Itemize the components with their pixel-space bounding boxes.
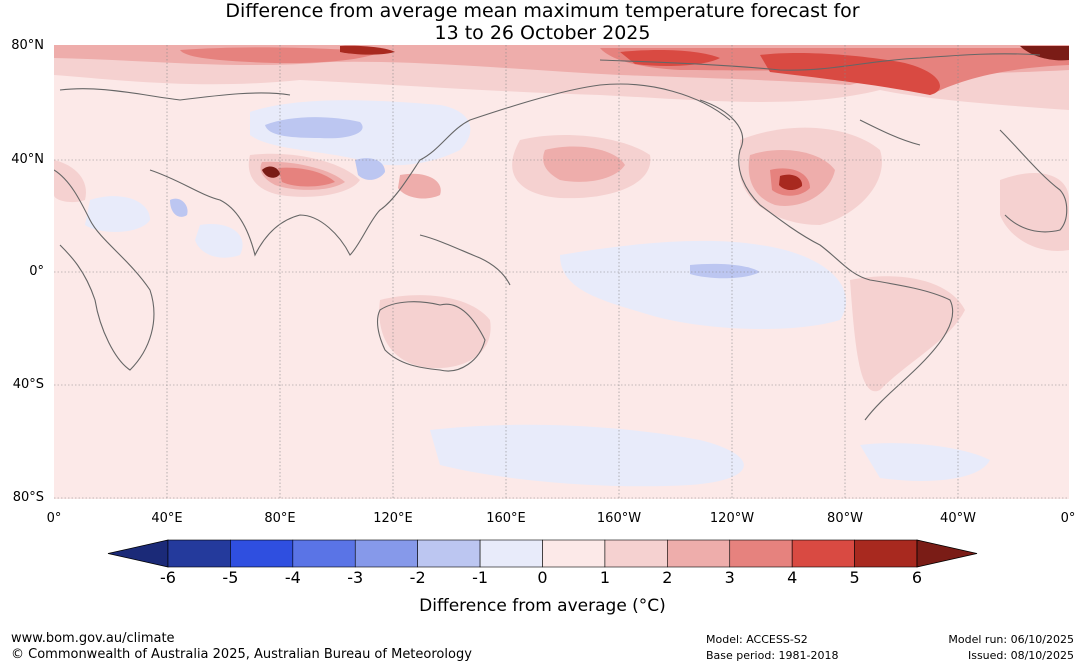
colorbar-tick-label: -5	[222, 568, 239, 587]
lon-label-0-west: 0°	[46, 511, 62, 526]
lon-label-80e: 80°E	[264, 511, 296, 526]
lon-label-120w: 120°W	[709, 511, 755, 526]
colorbar-segment	[729, 539, 793, 568]
lon-label-80w: 80°W	[827, 511, 863, 526]
colorbar-tick-label: 4	[787, 568, 798, 587]
cool-anomaly-pacific	[560, 240, 847, 330]
warm-anomaly-arctic-core	[600, 48, 1069, 95]
colorbar-segment	[479, 539, 543, 568]
colorbar-segment	[604, 539, 668, 568]
lon-label-40w: 40°W	[940, 511, 976, 526]
cool-anomaly-china	[355, 158, 385, 180]
colorbar-tick-label: -6	[160, 568, 176, 587]
warm-anomaly-kara-peak	[340, 45, 395, 55]
graticule	[54, 45, 1069, 499]
warm-anomaly-canada-strong	[760, 52, 940, 95]
warm-anomaly-australia	[379, 295, 491, 369]
colorbar-segment	[542, 539, 606, 568]
colorbar-tick-label: 5	[849, 568, 860, 587]
lon-label-40e: 40°E	[151, 511, 183, 526]
colorbar-tick-label: -2	[409, 568, 426, 587]
warm-anomaly-usa-core	[779, 174, 803, 191]
coastlines	[54, 53, 1068, 421]
cool-anomaly-southern	[430, 424, 744, 487]
colorbar-tick-label: 3	[724, 568, 735, 587]
colorbar-over-triangle	[916, 539, 978, 568]
colorbar-tick-label: 6	[911, 568, 923, 587]
lat-label-40s: 40°S	[12, 377, 44, 392]
colorbar-segment	[791, 539, 855, 568]
cool-anomaly-india	[170, 198, 188, 217]
colorbar-tick-label: -3	[347, 568, 364, 587]
colorbar-tick-label: 1	[599, 568, 610, 587]
colorbar-segment	[354, 539, 418, 568]
warm-anomaly-south-america	[850, 276, 965, 392]
cool-anomaly-asia	[250, 100, 471, 166]
warm-anomaly-tibet-strong	[278, 167, 335, 187]
colorbar-under-triangle	[107, 539, 169, 568]
lon-label-160e: 160°E	[486, 511, 526, 526]
lat-label-80n: 80°N	[11, 38, 44, 53]
colorbar-tick-label: 2	[662, 568, 673, 587]
footer-model-run: Model run: 06/10/2025	[948, 633, 1074, 646]
warm-anomaly-europe	[54, 160, 86, 203]
warm-anomaly-arctic-west	[180, 47, 380, 64]
colorbar-segment	[167, 539, 231, 568]
colorbar	[107, 539, 978, 568]
warm-anomaly-north-pacific-core	[543, 146, 625, 182]
lon-label-0-east: 0°	[1060, 511, 1076, 526]
lat-label-0: 0°	[29, 264, 44, 279]
colorbar-label: Difference from average (°C)	[419, 596, 666, 616]
footer-url: www.bom.gov.au/climate	[11, 631, 175, 646]
cool-anomaly-south-atlantic	[860, 443, 990, 481]
colorbar-segment	[854, 539, 918, 568]
cool-anomaly-arabia	[85, 196, 150, 232]
cool-anomaly-indian-ocean	[195, 224, 243, 258]
colorbar-segment	[230, 539, 294, 568]
warm-anomaly-arctic-peak	[1020, 46, 1069, 61]
map-title-line-1: Difference from average mean maximum tem…	[225, 0, 860, 22]
colorbar-segment	[667, 539, 731, 568]
lon-label-160w: 160°W	[596, 511, 642, 526]
colorbar-tick-label: -4	[284, 568, 301, 587]
colorbar-segment	[417, 539, 481, 568]
anomaly-field	[54, 45, 1069, 499]
lon-label-120e: 120°E	[373, 511, 413, 526]
lat-label-80s: 80°S	[12, 490, 44, 505]
footer-copyright: © Commonwealth of Australia 2025, Austra…	[11, 647, 472, 662]
map-title-line-2: 13 to 26 October 2025	[434, 22, 651, 44]
colorbar-tick-label: -1	[472, 568, 489, 587]
cool-anomaly-mongolia	[265, 117, 363, 139]
colorbar-tick-label: 0	[537, 568, 548, 587]
footer-base-period: Base period: 1981-2018	[706, 649, 839, 662]
warm-anomaly-tibet-peak	[262, 166, 280, 178]
cool-anomaly-equatorial-pacific	[690, 263, 760, 279]
lat-label-40n: 40°N	[11, 152, 44, 167]
warm-anomaly-east-china	[398, 173, 441, 199]
footer-model: Model: ACCESS-S2	[706, 633, 808, 646]
footer-issued: Issued: 08/10/2025	[967, 649, 1074, 662]
colorbar-segment	[292, 539, 356, 568]
